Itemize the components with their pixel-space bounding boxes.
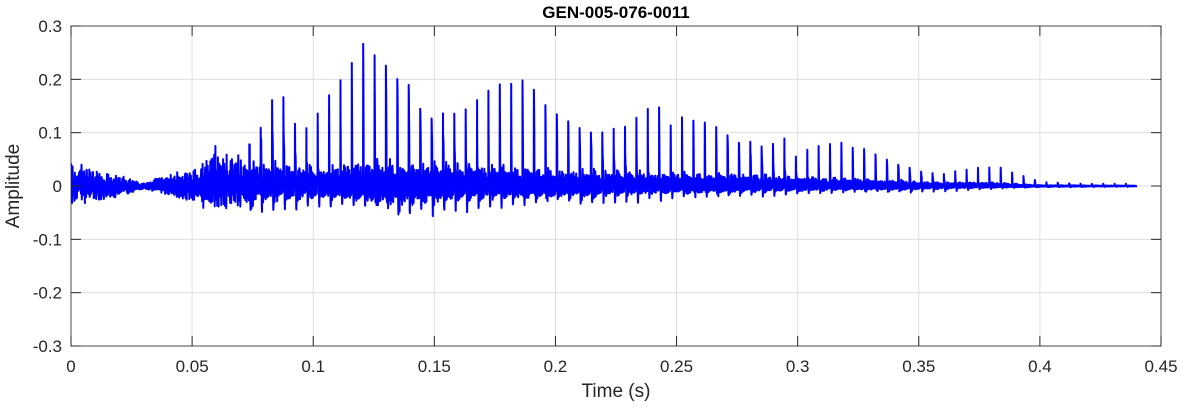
y-tick-label: 0.3 <box>38 17 62 36</box>
x-tick-label: 0.2 <box>544 357 568 376</box>
y-tick-label: -0.1 <box>33 230 62 249</box>
y-tick-label: 0.2 <box>38 70 62 89</box>
y-tick-label: -0.3 <box>33 337 62 356</box>
y-tick-label: 0.1 <box>38 124 62 143</box>
x-tick-label: 0.05 <box>176 357 209 376</box>
chart-title: GEN-005-076-0011 <box>542 3 689 22</box>
waveform-line <box>71 42 1138 218</box>
y-axis-label: Amplitude <box>3 144 24 229</box>
x-tick-label: 0.25 <box>660 357 693 376</box>
y-tick-label: 0 <box>53 177 62 196</box>
x-tick-label: 0.45 <box>1144 357 1177 376</box>
x-tick-label: 0.4 <box>1028 357 1052 376</box>
x-tick-label: 0.35 <box>902 357 935 376</box>
x-tick-label: 0.1 <box>301 357 325 376</box>
ticks: 0 0.05 0.1 0.15 0.2 0.25 0.3 0.35 0.4 0.45 -0.3 -0.… <box>33 17 1178 376</box>
x-tick-label: 0 <box>66 357 75 376</box>
x-axis-label: Time (s) <box>582 381 651 402</box>
x-tick-label: 0.3 <box>786 357 810 376</box>
y-tick-label: -0.2 <box>33 284 62 303</box>
x-tick-label: 0.15 <box>418 357 451 376</box>
